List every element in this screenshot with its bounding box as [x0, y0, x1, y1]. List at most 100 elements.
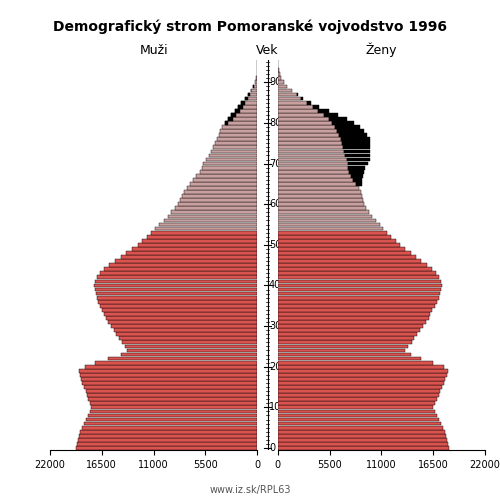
Bar: [278, 292, 440, 296]
Bar: [104, 312, 257, 316]
Bar: [248, 92, 250, 96]
Bar: [348, 166, 366, 170]
Bar: [278, 243, 400, 246]
Bar: [278, 398, 437, 401]
Bar: [88, 414, 257, 418]
Bar: [278, 255, 416, 259]
Bar: [278, 182, 356, 186]
Text: 60: 60: [269, 199, 281, 209]
Bar: [168, 214, 257, 218]
Bar: [138, 243, 257, 246]
Bar: [278, 434, 446, 438]
Bar: [95, 361, 257, 364]
Bar: [336, 125, 360, 129]
Bar: [76, 446, 257, 450]
Bar: [278, 186, 359, 190]
Bar: [278, 231, 387, 234]
Bar: [278, 414, 437, 418]
Bar: [80, 430, 257, 434]
Bar: [278, 92, 296, 96]
Bar: [110, 264, 257, 267]
Bar: [278, 88, 292, 92]
Bar: [84, 385, 257, 389]
Bar: [78, 442, 257, 446]
Bar: [116, 332, 257, 336]
Bar: [278, 377, 446, 381]
Bar: [147, 235, 257, 238]
Bar: [256, 72, 257, 76]
Bar: [250, 88, 252, 92]
Bar: [278, 340, 411, 344]
Bar: [278, 410, 435, 414]
Bar: [81, 377, 257, 381]
Text: 30: 30: [269, 321, 281, 331]
Bar: [278, 109, 318, 112]
Bar: [278, 361, 433, 364]
Bar: [278, 284, 442, 288]
Bar: [278, 332, 417, 336]
Bar: [82, 426, 257, 430]
Bar: [342, 142, 370, 145]
Bar: [150, 231, 257, 234]
Bar: [100, 304, 257, 308]
Bar: [178, 202, 257, 206]
Bar: [106, 316, 257, 320]
Bar: [97, 276, 257, 279]
Bar: [278, 105, 312, 108]
Bar: [231, 113, 236, 116]
Bar: [278, 316, 428, 320]
Bar: [115, 259, 257, 263]
Bar: [120, 352, 257, 356]
Bar: [213, 146, 257, 149]
Bar: [278, 418, 439, 422]
Bar: [278, 247, 405, 251]
Bar: [127, 348, 257, 352]
Bar: [278, 121, 332, 125]
Bar: [278, 158, 346, 162]
Bar: [126, 344, 257, 348]
Bar: [278, 320, 426, 324]
Bar: [278, 356, 421, 360]
Bar: [180, 198, 257, 202]
Bar: [114, 328, 257, 332]
Bar: [278, 426, 442, 430]
Bar: [278, 336, 414, 340]
Bar: [278, 194, 361, 198]
Bar: [108, 320, 257, 324]
Bar: [278, 239, 396, 242]
Bar: [164, 218, 257, 222]
Bar: [278, 406, 433, 409]
Bar: [278, 72, 280, 76]
Bar: [332, 121, 354, 125]
Bar: [79, 369, 257, 372]
Bar: [85, 365, 257, 368]
Bar: [86, 418, 257, 422]
Bar: [88, 398, 257, 401]
Bar: [86, 394, 257, 397]
Bar: [339, 134, 368, 137]
Bar: [118, 336, 257, 340]
Bar: [278, 446, 449, 450]
Bar: [278, 146, 343, 149]
Bar: [98, 300, 257, 304]
Text: 40: 40: [269, 280, 281, 290]
Bar: [278, 154, 344, 158]
Bar: [341, 138, 370, 141]
Bar: [278, 365, 444, 368]
Bar: [278, 389, 440, 393]
Bar: [238, 105, 257, 108]
Bar: [175, 206, 257, 210]
Bar: [278, 296, 439, 300]
Bar: [302, 96, 304, 100]
Bar: [104, 268, 257, 271]
Bar: [344, 150, 370, 154]
Bar: [278, 117, 328, 121]
Bar: [248, 92, 257, 96]
Bar: [255, 80, 257, 84]
Text: 80: 80: [269, 118, 281, 128]
Bar: [278, 218, 376, 222]
Bar: [278, 300, 437, 304]
Bar: [278, 84, 287, 88]
Bar: [82, 381, 257, 385]
Bar: [278, 308, 432, 312]
